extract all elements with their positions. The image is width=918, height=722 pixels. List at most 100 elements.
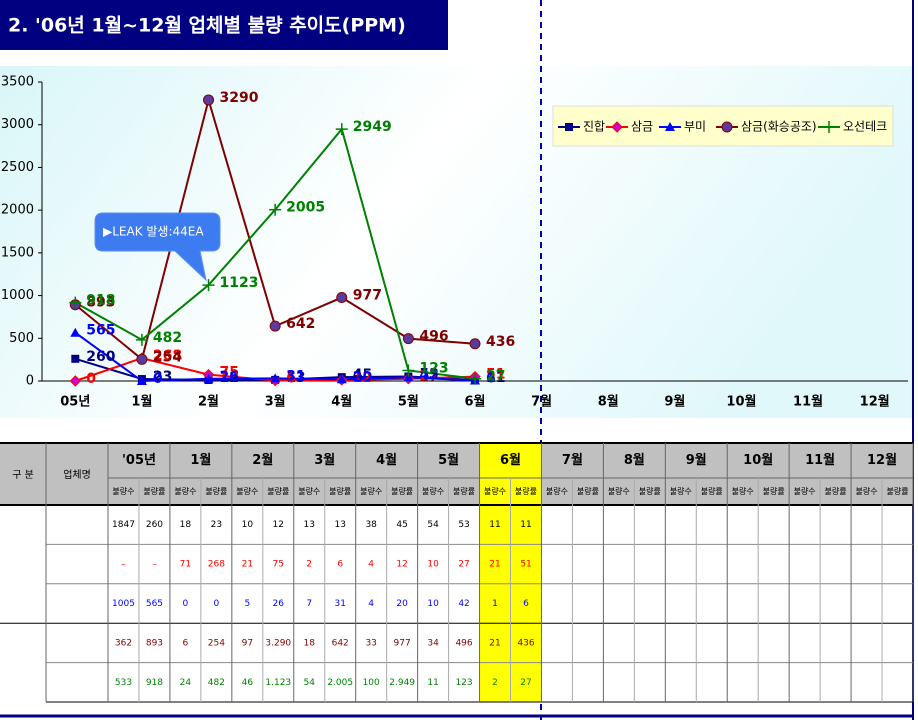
marker	[135, 333, 148, 346]
table-cell: –	[121, 560, 126, 570]
table-head: 구 분	[12, 469, 34, 481]
table-cell: 54	[427, 520, 439, 530]
table-cell: 1.123	[265, 678, 291, 688]
table-cell: 10	[242, 520, 254, 530]
sub-head: 불량수	[794, 486, 816, 496]
table-cell: 1	[492, 599, 498, 609]
table-cell: 11	[427, 678, 438, 688]
table-cell: 42	[458, 599, 469, 609]
marker	[270, 373, 281, 383]
chart-title: 2. '06년 1월~12월 업체별 불량 추이도(PPM)	[8, 15, 406, 37]
table-cell: 11	[489, 520, 500, 530]
table-cell: 4	[368, 599, 374, 609]
table-cell: 4	[368, 560, 374, 570]
table-cell: 893	[146, 638, 163, 648]
period-head: 5월	[438, 452, 459, 468]
data-label: 565	[86, 323, 115, 339]
data-label: 45	[353, 367, 372, 383]
table-cell: 977	[394, 638, 411, 648]
x-tick-label: 8월	[598, 394, 619, 410]
title-bar	[0, 0, 448, 50]
marker	[269, 203, 282, 216]
x-tick-label: 5월	[398, 394, 419, 410]
table-cell: 10	[427, 599, 439, 609]
x-tick-label: 1월	[131, 394, 152, 410]
table-cell: 362	[115, 638, 132, 648]
sub-head: 불량률	[205, 486, 227, 496]
table-cell: 34	[427, 638, 439, 648]
y-tick-label: 500	[9, 331, 34, 346]
data-label: 51	[486, 367, 505, 383]
sub-head: 불량수	[112, 486, 134, 496]
sub-head: 불량률	[329, 486, 351, 496]
data-label: 6	[486, 370, 496, 386]
sub-head: 불량률	[267, 486, 289, 496]
table-cell: 18	[304, 638, 316, 648]
period-head: 10월	[743, 452, 773, 468]
period-head: 7월	[562, 452, 583, 468]
marker	[70, 327, 81, 337]
table-cell: –	[152, 560, 157, 570]
x-tick-label: 10월	[726, 394, 756, 410]
data-label: 918	[86, 293, 115, 309]
table-cell: 7	[306, 599, 312, 609]
table-cell: 11	[520, 520, 531, 530]
x-tick-label: 3월	[265, 394, 286, 410]
marker	[202, 279, 215, 292]
marker	[69, 375, 82, 387]
data-label: 6	[286, 370, 296, 386]
marker	[402, 364, 415, 377]
table-cell: 100	[363, 678, 380, 688]
data-label: 2949	[353, 119, 392, 135]
marker	[335, 123, 348, 136]
table-cell: 1005	[112, 599, 135, 609]
table-cell: 10	[427, 560, 439, 570]
legend-label: 진합	[583, 120, 605, 134]
period-head: 8월	[624, 452, 645, 468]
data-label: 642	[286, 316, 315, 332]
data-label: 436	[486, 334, 515, 350]
sub-head: 불량률	[763, 486, 785, 496]
legend-label: 삼금(화승공조)	[741, 120, 817, 134]
table-cell: 123	[455, 678, 472, 688]
x-tick-label: 9월	[664, 394, 685, 410]
callout: ▶LEAK 발생:44EA	[94, 212, 221, 282]
table-cell: 51	[520, 560, 531, 570]
table-cell: 12	[273, 520, 284, 530]
period-head: '05년	[122, 453, 156, 468]
table-cell: 1847	[112, 520, 135, 530]
table-cell: 12	[396, 560, 407, 570]
period-head: 9월	[686, 452, 707, 468]
data-label: 260	[86, 349, 115, 365]
sub-head: 불량률	[639, 486, 661, 496]
data-label: 1123	[220, 275, 259, 291]
sub-head: 불량률	[577, 486, 599, 496]
table-cell: 18	[180, 520, 192, 530]
data-label: 26	[220, 369, 239, 385]
table-cell: 268	[208, 560, 225, 570]
table-cell: 45	[396, 520, 407, 530]
data-label: 12	[353, 370, 372, 386]
table-cell: 75	[273, 560, 284, 570]
data-label: 42	[419, 367, 438, 383]
y-tick-label: 2500	[1, 160, 34, 175]
table-cell: 254	[208, 638, 225, 648]
table-cell: 436	[517, 638, 534, 648]
data-label: 977	[353, 288, 382, 304]
sub-head: 불량률	[453, 486, 475, 496]
table-cell: 27	[520, 678, 531, 688]
x-tick-label: 05년	[60, 395, 90, 410]
sub-head: 불량수	[670, 486, 692, 496]
data-label: 0	[86, 371, 96, 387]
period-head: 1월	[190, 452, 211, 468]
y-tick-label: 3500	[1, 75, 34, 90]
y-tick-label: 3000	[1, 117, 34, 132]
legend-label: 삼금	[631, 120, 653, 134]
marker	[203, 373, 214, 383]
data-label: 27	[486, 369, 505, 385]
table-cell: 31	[334, 599, 345, 609]
sub-head: 불량률	[825, 486, 847, 496]
table-cell: 260	[146, 520, 163, 530]
annotation: ▶LEAK 발생:44EA	[103, 225, 204, 239]
